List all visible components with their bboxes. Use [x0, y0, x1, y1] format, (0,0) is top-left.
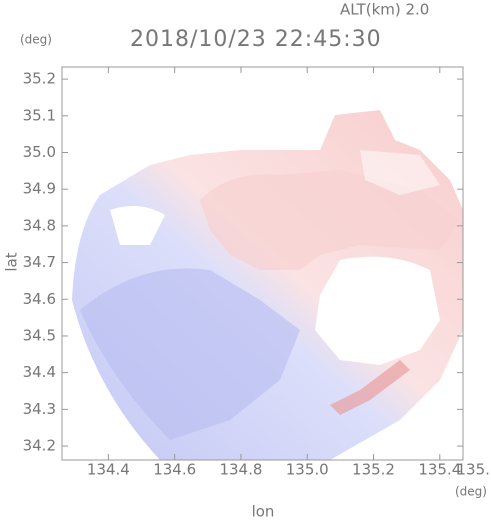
- y-tick-label: 35.2: [23, 70, 56, 88]
- y-unit: (deg): [20, 33, 52, 47]
- x-tick-label: 135.6: [457, 461, 491, 479]
- subtitle: ALT(km) 2.0: [340, 1, 429, 19]
- y-tick-label: 34.6: [23, 290, 56, 308]
- no-echo: [360, 150, 440, 195]
- chart-title: 2018/10/23 22:45:30: [130, 27, 382, 52]
- y-tick-label: 34.9: [23, 180, 56, 198]
- x-tick-label: 134.6: [153, 461, 196, 479]
- x-axis-label: lon: [252, 503, 275, 521]
- x-tick-label: 135.2: [352, 461, 395, 479]
- positive-region: [200, 170, 460, 270]
- x-tick-label: 135.0: [286, 461, 329, 479]
- y-tick-label: 35.0: [23, 143, 56, 161]
- x-tick-label: 135.4: [418, 461, 461, 479]
- y-tick-label: 34.2: [23, 437, 56, 455]
- x-tick-label: 134.4: [87, 461, 130, 479]
- no-echo: [110, 206, 165, 245]
- y-tick-label: 34.4: [23, 363, 56, 381]
- y-tick-label: 34.5: [23, 326, 56, 344]
- x-tick-label: 134.8: [219, 461, 262, 479]
- y-tick-label: 35.1: [23, 106, 56, 124]
- y-tick-label: 34.3: [23, 400, 56, 418]
- x-unit: (deg): [455, 485, 487, 499]
- y-tick-label: 34.8: [23, 216, 56, 234]
- y-tick-label: 34.7: [23, 253, 56, 271]
- strong-region: [330, 360, 410, 415]
- y-axis-label: lat: [3, 252, 21, 271]
- plot-frame: [61, 66, 464, 461]
- no-echo: [315, 256, 440, 365]
- negative-region: [80, 268, 300, 440]
- velocity-field: [72, 110, 463, 460]
